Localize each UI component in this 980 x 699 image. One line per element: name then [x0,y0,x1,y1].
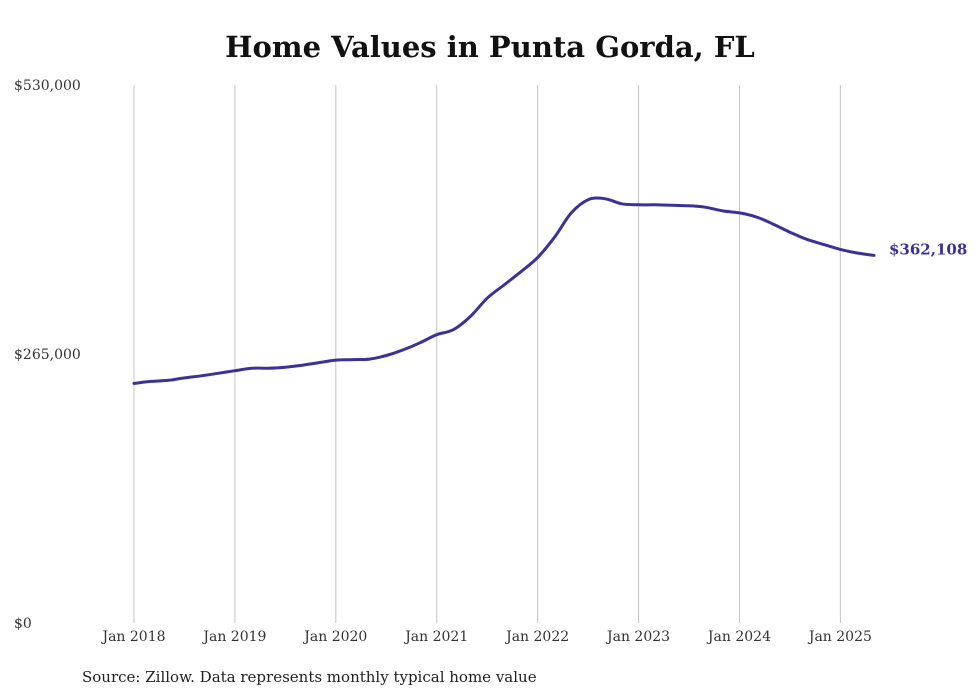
x-tick-label: Jan 2025 [807,629,872,645]
x-tick-label: Jan 2023 [605,629,670,645]
source-note: Source: Zillow. Data represents monthly … [82,668,537,686]
x-tick-label: Jan 2024 [706,629,771,645]
x-tick-label: Jan 2022 [504,629,569,645]
series-line [132,196,876,385]
chart-title: Home Values in Punta Gorda, FL [225,30,755,64]
end-value-label: $362,108 [889,240,967,258]
y-tick-label: $265,000 [14,347,81,363]
y-tick-label: $530,000 [14,78,81,94]
x-tick-label: Jan 2019 [201,629,266,645]
y-tick-label: $0 [14,616,32,632]
x-tick-label: Jan 2018 [100,629,165,645]
x-tick-label: Jan 2020 [302,629,367,645]
x-tick-label: Jan 2021 [403,629,468,645]
